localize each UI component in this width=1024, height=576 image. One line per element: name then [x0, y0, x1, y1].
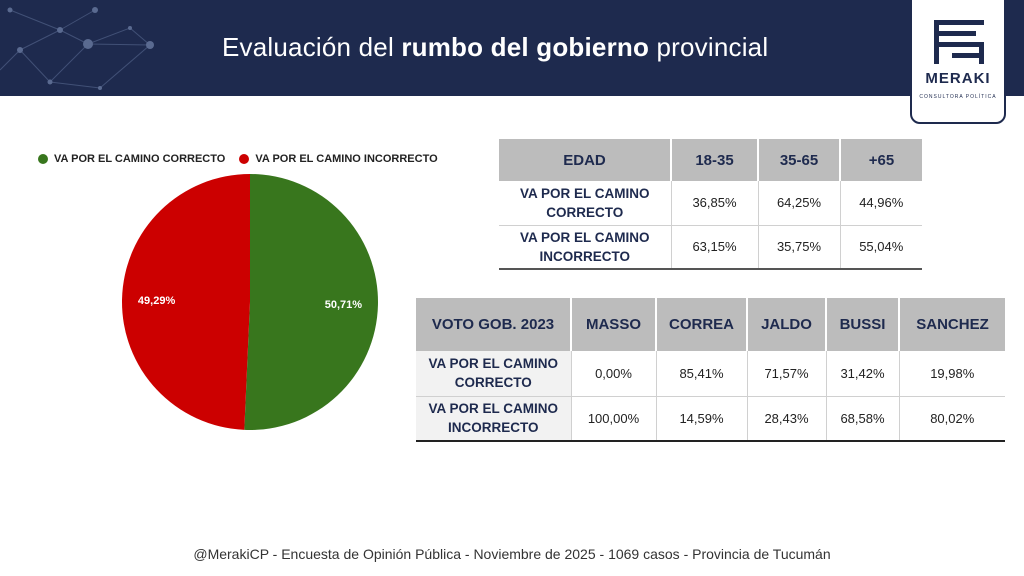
legend-label-correcto: VA POR EL CAMINO CORRECTO — [54, 153, 226, 165]
table-row: VA POR EL CAMINO INCORRECTO 100,00% 14,5… — [416, 396, 1005, 442]
col-header-edad: EDAD — [499, 139, 672, 181]
table-cell: 35,75% — [758, 225, 841, 270]
table-cell: 63,15% — [671, 225, 759, 270]
footer-credit: @MerakiCP - Encuesta de Opinión Pública … — [193, 546, 831, 562]
table-cell: 64,25% — [758, 181, 841, 226]
legend-dot-correcto — [38, 154, 48, 164]
col-header-65: +65 — [840, 139, 922, 181]
col-header-sanchez: SANCHEZ — [899, 298, 1005, 351]
table-row: VA POR EL CAMINO CORRECTO 0,00% 85,41% 7… — [416, 351, 1005, 397]
legend-item-correcto: VA POR EL CAMINO CORRECTO — [38, 153, 225, 165]
table-cell: 100,00% — [571, 396, 657, 442]
logo-wordmark: MERAKI — [925, 70, 991, 87]
row-label-correcto: VA POR EL CAMINO CORRECTO — [499, 181, 672, 226]
row-label-incorrecto: VA POR EL CAMINO INCORRECTO — [499, 225, 672, 270]
table-header-row: VOTO GOB. 2023 MASSO CORREA JALDO BUSSI … — [416, 298, 1005, 351]
table-row: VA POR EL CAMINO CORRECTO 36,85% 64,25% … — [499, 181, 922, 226]
pie-chart: 50,71% 49,29% — [122, 174, 379, 430]
table-cell: 36,85% — [671, 181, 759, 226]
data-label-incorrecto: 49,29% — [138, 295, 176, 307]
row-label-correcto: VA POR EL CAMINO CORRECTO — [416, 351, 572, 397]
table-cell: 68,58% — [826, 396, 900, 442]
table-cell: 28,43% — [747, 396, 827, 442]
table-edad: EDAD 18-35 35-65 +65 VA POR EL CAMINO CO… — [499, 139, 922, 270]
row-label-incorrecto: VA POR EL CAMINO INCORRECTO — [416, 396, 572, 442]
chart-legend: VA POR EL CAMINO CORRECTO VA POR EL CAMI… — [38, 153, 438, 165]
table-cell: 14,59% — [656, 396, 748, 442]
table-cell: 44,96% — [840, 181, 922, 226]
col-header-voto: VOTO GOB. 2023 — [416, 298, 572, 351]
table-row: VA POR EL CAMINO INCORRECTO 63,15% 35,75… — [499, 225, 922, 270]
col-header-correa: CORREA — [656, 298, 748, 351]
table-voto: VOTO GOB. 2023 MASSO CORREA JALDO BUSSI … — [416, 298, 1005, 442]
header-banner: Evaluación del rumbo del gobierno provin… — [0, 0, 1024, 96]
col-header-jaldo: JALDO — [747, 298, 827, 351]
network-decoration-icon — [0, 7, 154, 90]
legend-label-incorrecto: VA POR EL CAMINO INCORRECTO — [255, 153, 438, 165]
table-cell: 80,02% — [899, 396, 1005, 442]
data-label-correcto: 50,71% — [325, 299, 363, 311]
table-cell: 55,04% — [840, 225, 922, 270]
table-cell: 0,00% — [571, 351, 657, 397]
col-header-bussi: BUSSI — [826, 298, 900, 351]
pie-slice-correcto — [244, 174, 379, 430]
page-title: Evaluación del rumbo del gobierno provin… — [222, 32, 769, 62]
table-cell: 31,42% — [826, 351, 900, 397]
col-header-18-35: 18-35 — [671, 139, 759, 181]
table-header-row: EDAD 18-35 35-65 +65 — [499, 139, 922, 181]
col-header-masso: MASSO — [571, 298, 657, 351]
meraki-logo: MERAKI CONSULTORA POLÍTICA — [910, 0, 1006, 124]
legend-dot-incorrecto — [239, 154, 250, 164]
col-header-35-65: 35-65 — [758, 139, 841, 181]
pie-slice-incorrecto — [122, 174, 250, 430]
legend-item-incorrecto: VA POR EL CAMINO INCORRECTO — [239, 153, 438, 165]
table-cell: 85,41% — [656, 351, 748, 397]
table-cell: 71,57% — [747, 351, 827, 397]
meraki-logo-icon — [934, 20, 984, 64]
logo-tagline: CONSULTORA POLÍTICA — [919, 94, 997, 100]
table-cell: 19,98% — [899, 351, 1005, 397]
